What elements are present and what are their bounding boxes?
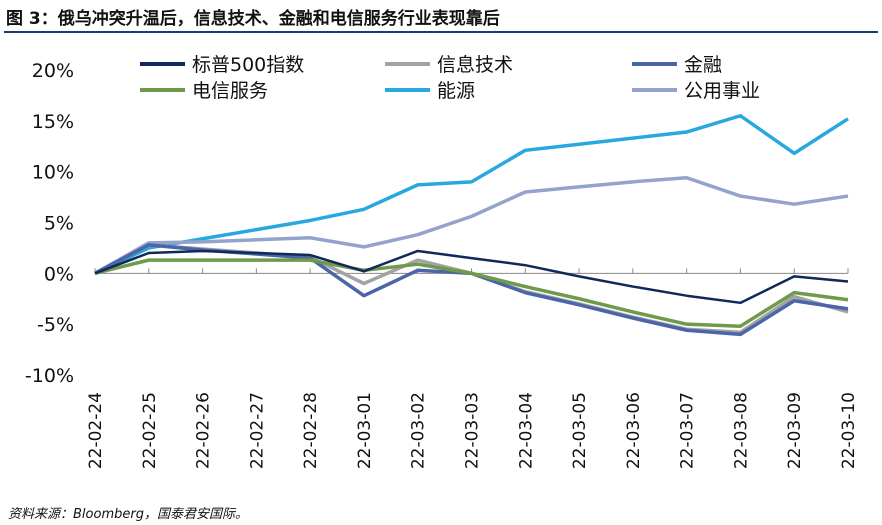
series-line-0 [94,249,849,305]
y-tick-label: 0% [44,263,74,285]
legend-label: 金融 [684,54,722,76]
y-tick-label: 5% [44,213,74,235]
series-line-3 [94,258,849,328]
x-tick-label: 22-03-02 [409,392,429,469]
legend-label: 电信服务 [192,80,268,102]
legend-label: 公用事业 [684,80,760,102]
y-tick-label: -5% [37,314,74,336]
series-line-4 [94,114,849,275]
x-tick-label: 22-03-10 [839,392,859,469]
legend-label: 能源 [437,80,475,102]
y-tick-label: -10% [25,365,74,387]
chart-title: 图 3：俄乌冲突升温后，信息技术、金融和电信服务行业表现靠后 [6,9,500,29]
x-tick-label: 22-03-03 [463,392,483,469]
x-tick-label: 22-02-28 [301,392,321,469]
x-tick-label: 22-02-24 [86,392,106,469]
x-tick-label: 22-02-27 [247,392,267,469]
line-chart: -10% -5% 0% 5% 10% 15% 20% 22-02-24 22-02-25 22-0… [25,54,859,469]
y-tick-label: 20% [32,60,74,82]
series-line-5 [94,176,849,275]
x-tick-label: 22-03-07 [678,392,698,469]
x-tick-label: 22-03-04 [516,392,536,469]
x-tick-label: 22-03-05 [570,392,590,469]
y-tick-label: 10% [32,162,74,184]
x-tick-label: 22-02-26 [194,392,214,469]
title-divider [4,31,878,33]
x-tick-label: 22-03-09 [785,392,805,469]
x-tick-label: 22-02-25 [140,392,160,469]
x-tick-label: 22-03-01 [355,392,375,469]
legend-label: 信息技术 [437,54,513,76]
x-tick-label: 22-03-08 [731,392,751,469]
legend-label: 标普500指数 [192,54,304,76]
source-note: 资料来源：Bloomberg，国泰君安国际。 [8,507,248,522]
x-tick-label: 22-03-06 [624,392,644,469]
y-tick-label: 15% [32,111,74,133]
